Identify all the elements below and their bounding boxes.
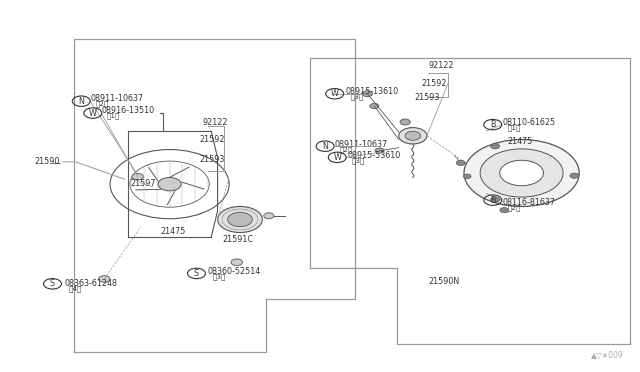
Text: （1）: （1） [107, 112, 120, 119]
Circle shape [405, 131, 420, 140]
Text: N: N [322, 142, 328, 151]
Text: 21475: 21475 [160, 227, 186, 236]
Circle shape [264, 213, 274, 219]
Text: W: W [333, 153, 341, 162]
Text: 21590: 21590 [35, 157, 60, 166]
Text: 08363-61248: 08363-61248 [65, 279, 118, 288]
Text: W: W [331, 89, 339, 98]
Text: （1）: （1） [508, 124, 521, 131]
Circle shape [464, 140, 579, 206]
Circle shape [132, 173, 143, 180]
Circle shape [370, 103, 379, 109]
Circle shape [480, 149, 563, 197]
Text: 21591A: 21591A [510, 151, 541, 160]
Text: 08360-52514: 08360-52514 [208, 267, 261, 276]
Text: 08911-10637: 08911-10637 [90, 94, 143, 103]
Circle shape [399, 128, 427, 144]
Text: 92122: 92122 [429, 61, 454, 70]
Circle shape [491, 197, 500, 202]
Text: 21593: 21593 [414, 93, 440, 102]
Text: 21597: 21597 [130, 179, 156, 188]
Circle shape [375, 148, 384, 153]
Circle shape [570, 173, 579, 178]
Text: 08911-10637: 08911-10637 [335, 140, 388, 149]
Text: （2）: （2） [96, 101, 109, 108]
Text: 21593: 21593 [199, 155, 225, 164]
Text: W: W [89, 109, 97, 118]
Text: 21592: 21592 [421, 79, 447, 88]
Text: B: B [490, 196, 495, 205]
Text: （3）: （3） [352, 157, 365, 164]
Text: 21475: 21475 [508, 137, 533, 146]
Text: B: B [490, 120, 495, 129]
Text: S: S [194, 269, 199, 278]
Text: ▲▽∗009: ▲▽∗009 [591, 351, 624, 360]
Circle shape [456, 160, 465, 166]
Text: S: S [50, 279, 55, 288]
Text: （3）: （3） [213, 273, 227, 280]
Circle shape [99, 276, 110, 282]
Circle shape [228, 212, 252, 227]
Text: 92122: 92122 [203, 118, 228, 126]
Text: —: — [52, 160, 60, 169]
Text: （2）: （2） [508, 204, 521, 211]
Text: N: N [78, 97, 84, 106]
Circle shape [500, 160, 543, 186]
Circle shape [463, 174, 471, 179]
Text: （3）: （3） [351, 93, 364, 100]
Circle shape [231, 259, 243, 266]
Circle shape [500, 208, 509, 213]
Text: （4）: （4） [69, 286, 83, 292]
Text: 08915-53610: 08915-53610 [348, 151, 401, 160]
Circle shape [158, 177, 181, 191]
Text: 21591C: 21591C [222, 235, 253, 244]
Text: 21590N: 21590N [428, 277, 459, 286]
Text: 08915-13610: 08915-13610 [346, 87, 399, 96]
Circle shape [362, 91, 372, 97]
Circle shape [491, 144, 500, 149]
Circle shape [218, 206, 262, 232]
Text: 08110-61625: 08110-61625 [502, 118, 556, 127]
Circle shape [400, 119, 410, 125]
Text: 08116-81637: 08116-81637 [502, 198, 556, 207]
Text: 21592: 21592 [199, 135, 225, 144]
Text: （2）: （2） [339, 146, 353, 153]
Text: 08916-13510: 08916-13510 [102, 106, 155, 115]
